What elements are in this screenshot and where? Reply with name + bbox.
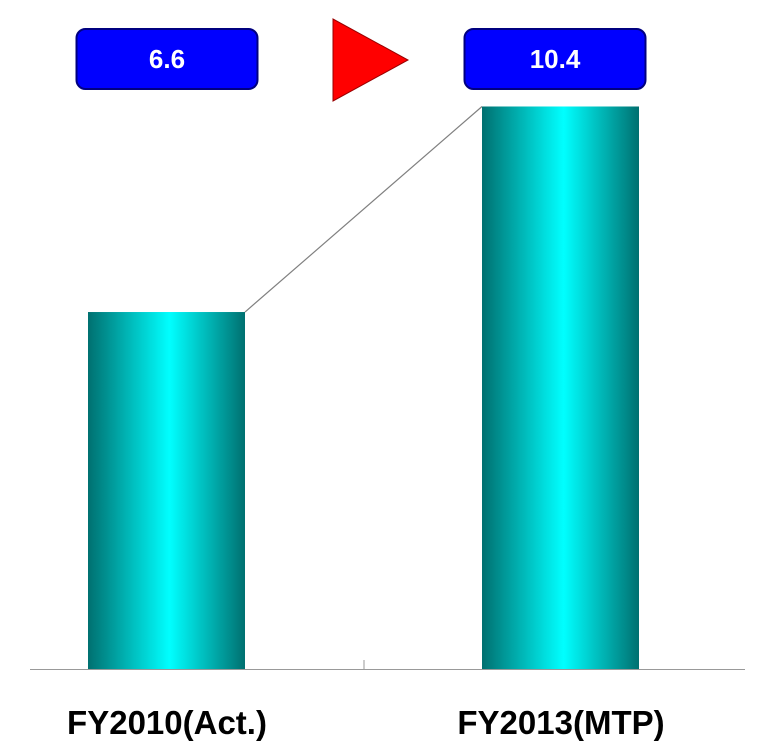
growth-arrow-icon <box>332 18 410 102</box>
bar-1 <box>88 312 245 669</box>
category-label-1: FY2010(Act.) <box>67 704 267 741</box>
value-label-box-2: 10.4 <box>463 28 647 90</box>
value-label-1: 6.6 <box>149 44 185 74</box>
value-label-box-1: 6.6 <box>75 28 259 90</box>
bar-2 <box>482 106 639 669</box>
connector-line <box>244 106 483 313</box>
category-label-2: FY2013(MTP) <box>457 704 664 741</box>
value-label-2: 10.4 <box>530 44 581 74</box>
